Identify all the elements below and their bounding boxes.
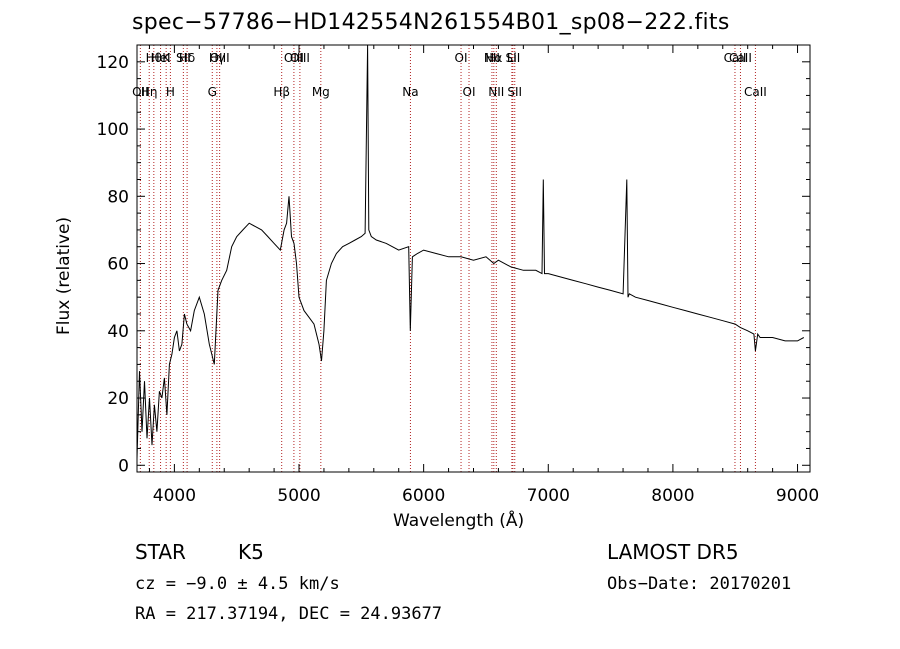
line-marker-label: OIII bbox=[284, 51, 304, 65]
x-tick-label: 8000 bbox=[651, 486, 694, 506]
y-axis-ticks: 0 20 40 60 80 100 120 bbox=[97, 53, 810, 476]
object-class: STAR bbox=[135, 540, 186, 564]
obs-date: Obs−Date: 20170201 bbox=[607, 574, 792, 594]
x-tick-label: 6000 bbox=[402, 486, 445, 506]
line-marker-label: SII bbox=[506, 51, 521, 65]
line-marker-label: Hη bbox=[141, 85, 158, 99]
object-subclass: K5 bbox=[238, 540, 264, 564]
line-marker-label: Hγ bbox=[209, 51, 225, 65]
series-group bbox=[136, 44, 805, 459]
line-marker-label: Hθ bbox=[146, 51, 162, 65]
line-marker-label: Li bbox=[507, 51, 517, 65]
line-marker-label: NII bbox=[488, 85, 504, 99]
line-marker-label: OI bbox=[463, 85, 476, 99]
y-tick-label: 0 bbox=[118, 456, 129, 476]
line-marker-label: Hδ bbox=[179, 51, 195, 65]
redshift-readout: cz = −9.0 ± 4.5 km/s bbox=[135, 574, 340, 594]
survey-name: LAMOST DR5 bbox=[607, 540, 739, 564]
spectrum-line bbox=[136, 44, 805, 459]
y-tick-label: 40 bbox=[107, 322, 129, 342]
line-marker-label: SII bbox=[176, 51, 191, 65]
line-marker-label: NII bbox=[484, 51, 500, 65]
y-tick-label: 80 bbox=[107, 187, 129, 207]
line-marker-label: OII bbox=[132, 85, 149, 99]
x-axis-label: Wavelength (Å) bbox=[393, 511, 525, 531]
line-marker-label: Na bbox=[402, 85, 418, 99]
radec-readout: RA = 217.37194, DEC = 24.93677 bbox=[135, 604, 443, 624]
line-marker-label: OIII bbox=[210, 51, 230, 65]
line-marker-label: CaII bbox=[729, 51, 752, 65]
line-markers-group bbox=[139, 45, 756, 472]
line-marker-label: CaII bbox=[744, 85, 767, 99]
line-marker-label: G bbox=[208, 85, 217, 99]
line-marker-label: SII bbox=[507, 85, 522, 99]
x-tick-label: 5000 bbox=[277, 486, 320, 506]
line-marker-label: HeI bbox=[151, 51, 171, 65]
y-tick-label: 20 bbox=[107, 389, 129, 409]
x-tick-label: 4000 bbox=[153, 486, 196, 506]
x-axis-ticks: 4000 5000 6000 7000 8000 9000 bbox=[148, 45, 819, 506]
y-tick-label: 120 bbox=[97, 53, 129, 73]
plot-frame bbox=[136, 44, 811, 473]
line-marker-label: K bbox=[162, 51, 171, 65]
line-marker-label: Mg bbox=[312, 85, 330, 99]
line-marker-label: Hβ bbox=[273, 85, 290, 99]
y-axis-label: Flux (relative) bbox=[54, 216, 74, 335]
x-tick-label: 7000 bbox=[527, 486, 570, 506]
y-tick-label: 60 bbox=[107, 255, 129, 275]
line-marker-label: Hα bbox=[485, 51, 502, 65]
chart-title: spec−57786−HD142554N261554B01_sp08−222.f… bbox=[132, 10, 730, 35]
line-marker-label: OI bbox=[455, 51, 468, 65]
line-marker-label: CaII bbox=[724, 51, 747, 65]
y-tick-label: 100 bbox=[97, 120, 129, 140]
x-tick-label: 9000 bbox=[776, 486, 819, 506]
line-marker-label: OIII bbox=[290, 51, 310, 65]
line-marker-label: H bbox=[166, 85, 175, 99]
